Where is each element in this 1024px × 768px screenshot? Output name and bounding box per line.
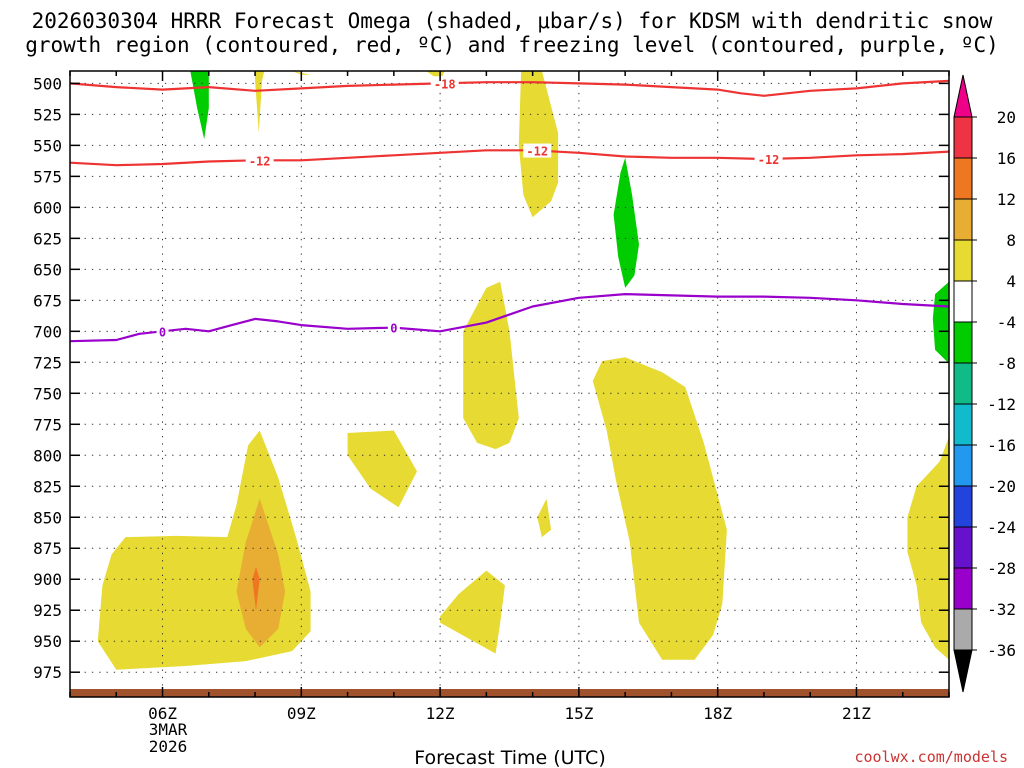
omega-region-3 [252,566,260,611]
x-tick-label-06Z: 06Z [148,704,177,723]
colorbar-label-6: -4 [997,313,1016,332]
colorbar-bin-10 [953,485,973,528]
omega-region-8 [537,498,552,538]
colorbar-bin-9 [953,444,973,487]
colorbar-label-12: -28 [987,559,1016,578]
time-axis: 06Z 09Z 12Z 15Z 18Z 21Z [69,71,950,723]
y-tick-label-625: 625 [33,229,62,248]
freezing-level-label-bg-1 [156,324,169,339]
colorbar-bin-3 [953,198,973,241]
omega-region-4 [347,430,417,508]
y-tick-label-750: 750 [33,384,62,403]
y-tick-label-900: 900 [33,570,62,589]
y-tick-label-775: 775 [33,415,62,434]
chart-title-line-2: growth region (contoured, red, ºC) and f… [25,33,999,57]
omega-colorbar: 20 16 12 8 4 -4 -8 -12 -16 -20 -24 -28 -32 -36 [953,74,1016,693]
y-tick-label-550: 550 [33,136,62,155]
x-tick-label-09Z: 09Z [287,704,316,723]
omega-shaded-regions [97,71,949,670]
minus-18-isotherm-label-bg-1 [430,76,459,91]
x-tick-label-18Z: 18Z [703,704,732,723]
colorbar-label-2: 16 [997,149,1016,168]
freezing-level-label-bg-2 [387,320,400,335]
colorbar-bin-13 [953,608,973,651]
colorbar-label-8: -12 [987,395,1016,414]
colorbar-bin-1 [953,116,973,159]
minus-12-isotherm-label-3: -12 [758,153,780,167]
y-tick-label-950: 950 [33,632,62,651]
colorbar-bottom-arrow [953,649,973,693]
colorbar-bin-11 [953,526,973,569]
y-tick-label-675: 675 [33,291,62,310]
x-tick-label-12Z: 12Z [426,704,455,723]
x-tick-label-15Z: 15Z [564,704,593,723]
colorbar-bin-7 [953,362,973,405]
colorbar-label-9: -16 [987,436,1016,455]
plot-frame [69,70,950,698]
y-tick-label-500: 500 [33,74,62,93]
omega-region-15 [613,157,639,288]
chart-title-line-1: 2026030304 HRRR Forecast Omega (shaded, … [32,9,993,33]
omega-region-2 [236,498,286,648]
date-label-day: 3MAR [149,720,188,739]
colorbar-bin-8 [953,403,973,446]
omega-region-9 [592,357,727,660]
minus-12-isotherm-label-bg-1 [245,153,274,168]
colorbar-label-4: 8 [1006,231,1016,250]
y-tick-label-850: 850 [33,508,62,527]
minus-12-isotherm-label-bg-3 [754,151,783,166]
colorbar-bin-4 [953,239,973,282]
colorbar-label-11: -24 [987,518,1016,537]
y-tick-label-525: 525 [33,105,62,124]
colorbar-label-5: 4 [1006,272,1016,291]
y-tick-label-875: 875 [33,539,62,558]
colorbar-bin-5 [953,280,973,323]
credit-text: coolwx.com/models [854,748,1008,766]
y-tick-label-975: 975 [33,663,62,682]
ground-layer [70,689,949,697]
x-axis-title: Forecast Time (UTC) [414,747,605,768]
omega-region-5 [440,570,505,654]
x-tick-label-21Z: 21Z [842,704,871,723]
temperature-contours: -18 -12 -12 -12 0 0 [69,76,950,343]
colorbar-label-10: -20 [987,477,1016,496]
y-tick-label-825: 825 [33,477,62,496]
omega-region-12 [255,71,265,133]
minus-12-isotherm-label-bg-2 [523,143,552,158]
omega-region-16 [932,281,949,364]
y-tick-label-600: 600 [33,198,62,217]
y-tick-label-700: 700 [33,322,62,341]
colorbar-label-13: -32 [987,600,1016,619]
gridlines [70,71,949,697]
minus-12-isotherm-label-1: -12 [249,154,271,168]
minus-18-isotherm-label-1: -18 [434,77,456,91]
colorbar-bin-12 [953,567,973,610]
ground-strip [70,689,949,697]
colorbar-label-14: -36 [987,641,1016,660]
colorbar-label-1: 20 [997,108,1016,127]
freezing-level-line [69,293,950,343]
freezing-level-label-2: 0 [390,322,397,336]
y-tick-label-725: 725 [33,353,62,372]
colorbar-bin-6 [953,321,973,364]
y-tick-label-925: 925 [33,601,62,620]
colorbar-label-7: -8 [997,354,1016,373]
colorbar-bin-2 [953,157,973,200]
pressure-axis: 500 525 550 575 600 625 650 675 700 725 750 775 800 8… [33,74,949,682]
omega-region-10 [907,436,949,660]
colorbar-label-3: 12 [997,190,1016,209]
y-tick-label-650: 650 [33,260,62,279]
y-tick-label-800: 800 [33,446,62,465]
date-label-year: 2026 [149,737,188,756]
minus-12-isotherm-label-2: -12 [526,145,548,159]
y-tick-label-575: 575 [33,167,62,186]
minus-12-isotherm-line [69,149,950,167]
freezing-level-label-1: 0 [159,325,166,339]
minus-18-isotherm-line [69,79,950,97]
